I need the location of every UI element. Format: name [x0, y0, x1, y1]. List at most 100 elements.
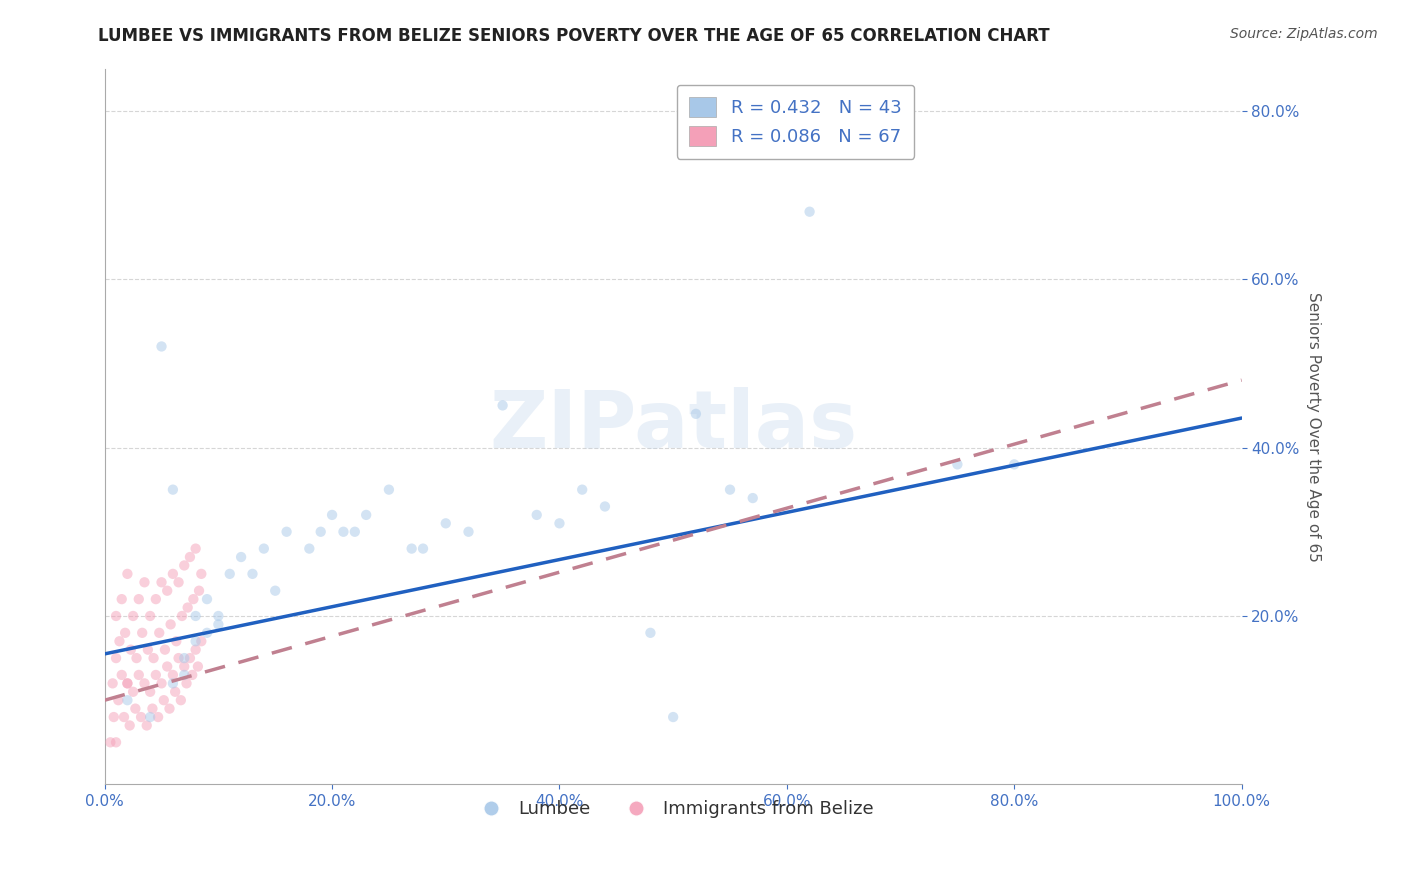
Point — [165, 634, 187, 648]
Point — [176, 676, 198, 690]
Point — [112, 710, 135, 724]
Point — [162, 483, 184, 497]
Point — [159, 701, 181, 715]
Point — [190, 634, 212, 648]
Point — [662, 710, 685, 724]
Point — [195, 592, 218, 607]
Point — [150, 676, 173, 690]
Point — [162, 566, 184, 581]
Text: LUMBEE VS IMMIGRANTS FROM BELIZE SENIORS POVERTY OVER THE AGE OF 65 CORRELATION : LUMBEE VS IMMIGRANTS FROM BELIZE SENIORS… — [98, 27, 1050, 45]
Point — [120, 642, 142, 657]
Point — [162, 676, 184, 690]
Point — [184, 609, 207, 624]
Point — [170, 609, 193, 624]
Point — [184, 642, 207, 657]
Text: ZIPatlas: ZIPatlas — [489, 387, 858, 466]
Point — [153, 642, 176, 657]
Point — [946, 458, 969, 472]
Y-axis label: Seniors Poverty Over the Age of 65: Seniors Poverty Over the Age of 65 — [1306, 292, 1320, 561]
Point — [179, 549, 201, 564]
Point — [187, 659, 209, 673]
Point — [142, 651, 165, 665]
Point — [117, 676, 139, 690]
Point — [242, 566, 264, 581]
Point — [134, 676, 156, 690]
Point — [98, 735, 121, 749]
Point — [111, 592, 134, 607]
Point — [571, 483, 593, 497]
Point — [152, 693, 174, 707]
Point — [141, 701, 163, 715]
Point — [188, 583, 211, 598]
Point — [156, 583, 179, 598]
Point — [150, 575, 173, 590]
Point — [207, 609, 229, 624]
Point — [111, 668, 134, 682]
Point — [125, 651, 148, 665]
Point — [321, 508, 343, 522]
Point — [457, 524, 479, 539]
Point — [685, 407, 707, 421]
Point — [145, 592, 167, 607]
Point — [548, 516, 571, 531]
Point — [117, 566, 139, 581]
Point — [167, 651, 190, 665]
Point — [1002, 458, 1025, 472]
Point — [148, 625, 170, 640]
Point — [183, 592, 205, 607]
Point — [298, 541, 321, 556]
Point — [309, 524, 332, 539]
Point — [218, 566, 240, 581]
Point — [117, 676, 139, 690]
Point — [343, 524, 366, 539]
Point — [593, 500, 616, 514]
Point — [718, 483, 741, 497]
Legend: Lumbee, Immigrants from Belize: Lumbee, Immigrants from Belize — [465, 793, 880, 825]
Point — [184, 634, 207, 648]
Point — [378, 483, 401, 497]
Point — [354, 508, 377, 522]
Point — [173, 558, 195, 573]
Point — [253, 541, 276, 556]
Point — [195, 625, 218, 640]
Point — [134, 575, 156, 590]
Text: Source: ZipAtlas.com: Source: ZipAtlas.com — [1230, 27, 1378, 41]
Point — [146, 710, 169, 724]
Point — [101, 676, 124, 690]
Point — [162, 668, 184, 682]
Point — [181, 668, 204, 682]
Point — [401, 541, 423, 556]
Point — [118, 718, 141, 732]
Point — [412, 541, 434, 556]
Point — [207, 617, 229, 632]
Point — [114, 625, 136, 640]
Point — [150, 339, 173, 353]
Point — [105, 651, 128, 665]
Point — [128, 668, 150, 682]
Point — [129, 710, 152, 724]
Point — [156, 659, 179, 673]
Point — [165, 685, 187, 699]
Point — [332, 524, 354, 539]
Point — [131, 625, 153, 640]
Point — [173, 659, 195, 673]
Point — [173, 668, 195, 682]
Point — [103, 710, 125, 724]
Point — [173, 651, 195, 665]
Point — [799, 204, 821, 219]
Point — [190, 566, 212, 581]
Point — [434, 516, 457, 531]
Point — [179, 651, 201, 665]
Point — [105, 609, 128, 624]
Point — [159, 617, 181, 632]
Point — [184, 541, 207, 556]
Point — [124, 701, 146, 715]
Point — [229, 549, 252, 564]
Point — [276, 524, 298, 539]
Point — [139, 710, 162, 724]
Point — [108, 634, 131, 648]
Point — [136, 642, 159, 657]
Point — [491, 399, 513, 413]
Point — [176, 600, 198, 615]
Point — [741, 491, 763, 505]
